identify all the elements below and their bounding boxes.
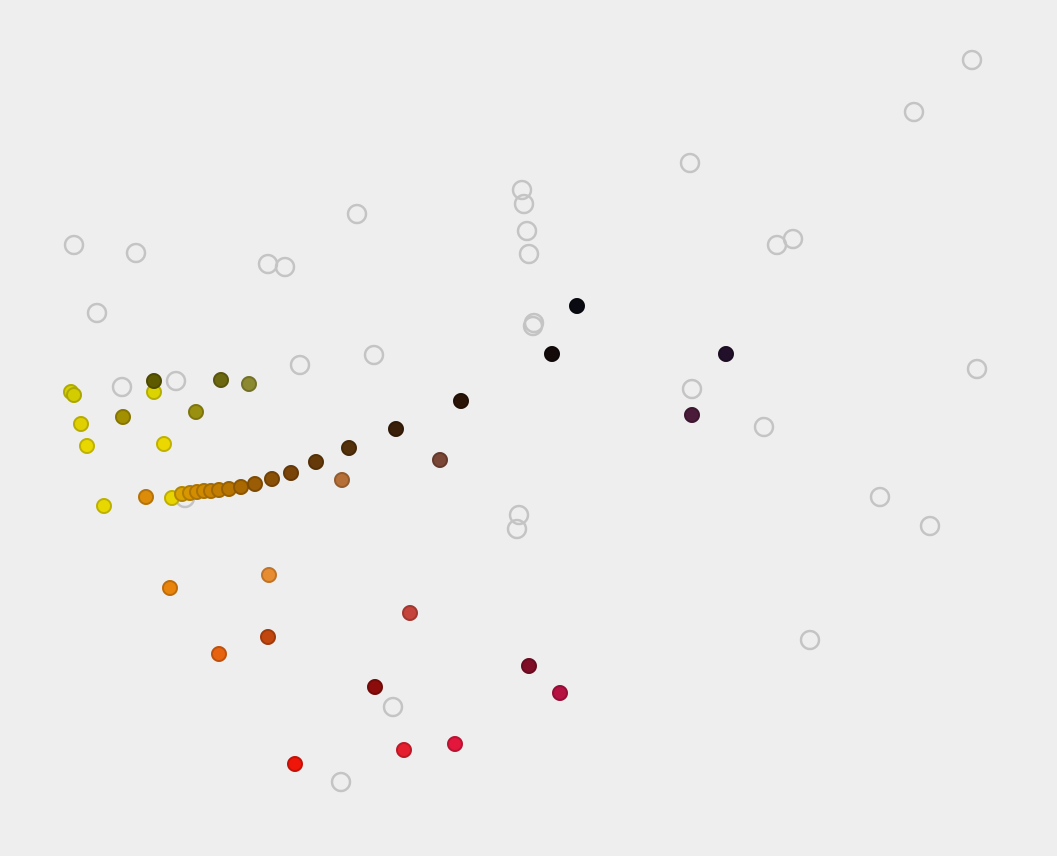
- scatter-point: [188, 404, 204, 420]
- scatter-point-empty: [799, 629, 821, 651]
- scatter-point: [447, 736, 463, 752]
- scatter-point-empty: [518, 243, 540, 265]
- scatter-point-empty: [506, 518, 528, 540]
- filled-points-series: [63, 298, 734, 772]
- scatter-point: [283, 465, 299, 481]
- scatter-point: [79, 438, 95, 454]
- scatter-point-empty: [919, 515, 941, 537]
- scatter-point-empty: [903, 101, 925, 123]
- scatter-point: [718, 346, 734, 362]
- scatter-point-empty: [681, 378, 703, 400]
- scatter-point: [684, 407, 700, 423]
- scatter-point-empty: [782, 228, 804, 250]
- scatter-point: [432, 452, 448, 468]
- scatter-point: [453, 393, 469, 409]
- scatter-point: [264, 471, 280, 487]
- scatter-point-empty: [961, 49, 983, 71]
- scatter-point: [66, 387, 82, 403]
- scatter-point-empty: [679, 152, 701, 174]
- scatter-point-empty: [111, 376, 133, 398]
- scatter-point-empty: [522, 315, 544, 337]
- scatter-point: [341, 440, 357, 456]
- scatter-point: [241, 376, 257, 392]
- scatter-point-empty: [289, 354, 311, 376]
- scatter-point: [261, 567, 277, 583]
- scatter-point: [521, 658, 537, 674]
- scatter-point: [569, 298, 585, 314]
- scatter-point: [146, 373, 162, 389]
- scatter-point-empty: [753, 416, 775, 438]
- scatter-point: [213, 372, 229, 388]
- scatter-point: [162, 580, 178, 596]
- scatter-point: [247, 476, 263, 492]
- scatter-point: [544, 346, 560, 362]
- scatter-point-empty: [508, 504, 530, 526]
- scatter-point-empty: [165, 370, 187, 392]
- scatter-point: [308, 454, 324, 470]
- scatter-point: [388, 421, 404, 437]
- scatter-point-empty: [63, 234, 85, 256]
- scatter-point: [156, 436, 172, 452]
- scatter-point-empty: [516, 220, 538, 242]
- scatter-point-empty: [363, 344, 385, 366]
- scatter-point-empty: [966, 358, 988, 380]
- scatter-point: [287, 756, 303, 772]
- scatter-point: [73, 416, 89, 432]
- scatter-point-empty: [86, 302, 108, 324]
- scatter-point: [96, 498, 112, 514]
- empty-points-series: [63, 49, 988, 793]
- scatter-point-empty: [125, 242, 147, 264]
- scatter-point: [334, 472, 350, 488]
- scatter-point-empty: [513, 193, 535, 215]
- scatter-point: [396, 742, 412, 758]
- scatter-point-empty: [330, 771, 352, 793]
- scatter-point-empty: [511, 179, 533, 201]
- scatter-point: [552, 685, 568, 701]
- scatter-point: [211, 646, 227, 662]
- scatter-point-empty: [382, 696, 404, 718]
- scatter-point: [115, 409, 131, 425]
- scatter-point-empty: [274, 256, 296, 278]
- scatter-point: [367, 679, 383, 695]
- scatter-point: [402, 605, 418, 621]
- scatter-point: [260, 629, 276, 645]
- scatter-point: [233, 479, 249, 495]
- scatter-point-empty: [346, 203, 368, 225]
- scatter-point-empty: [869, 486, 891, 508]
- scatter-point: [138, 489, 154, 505]
